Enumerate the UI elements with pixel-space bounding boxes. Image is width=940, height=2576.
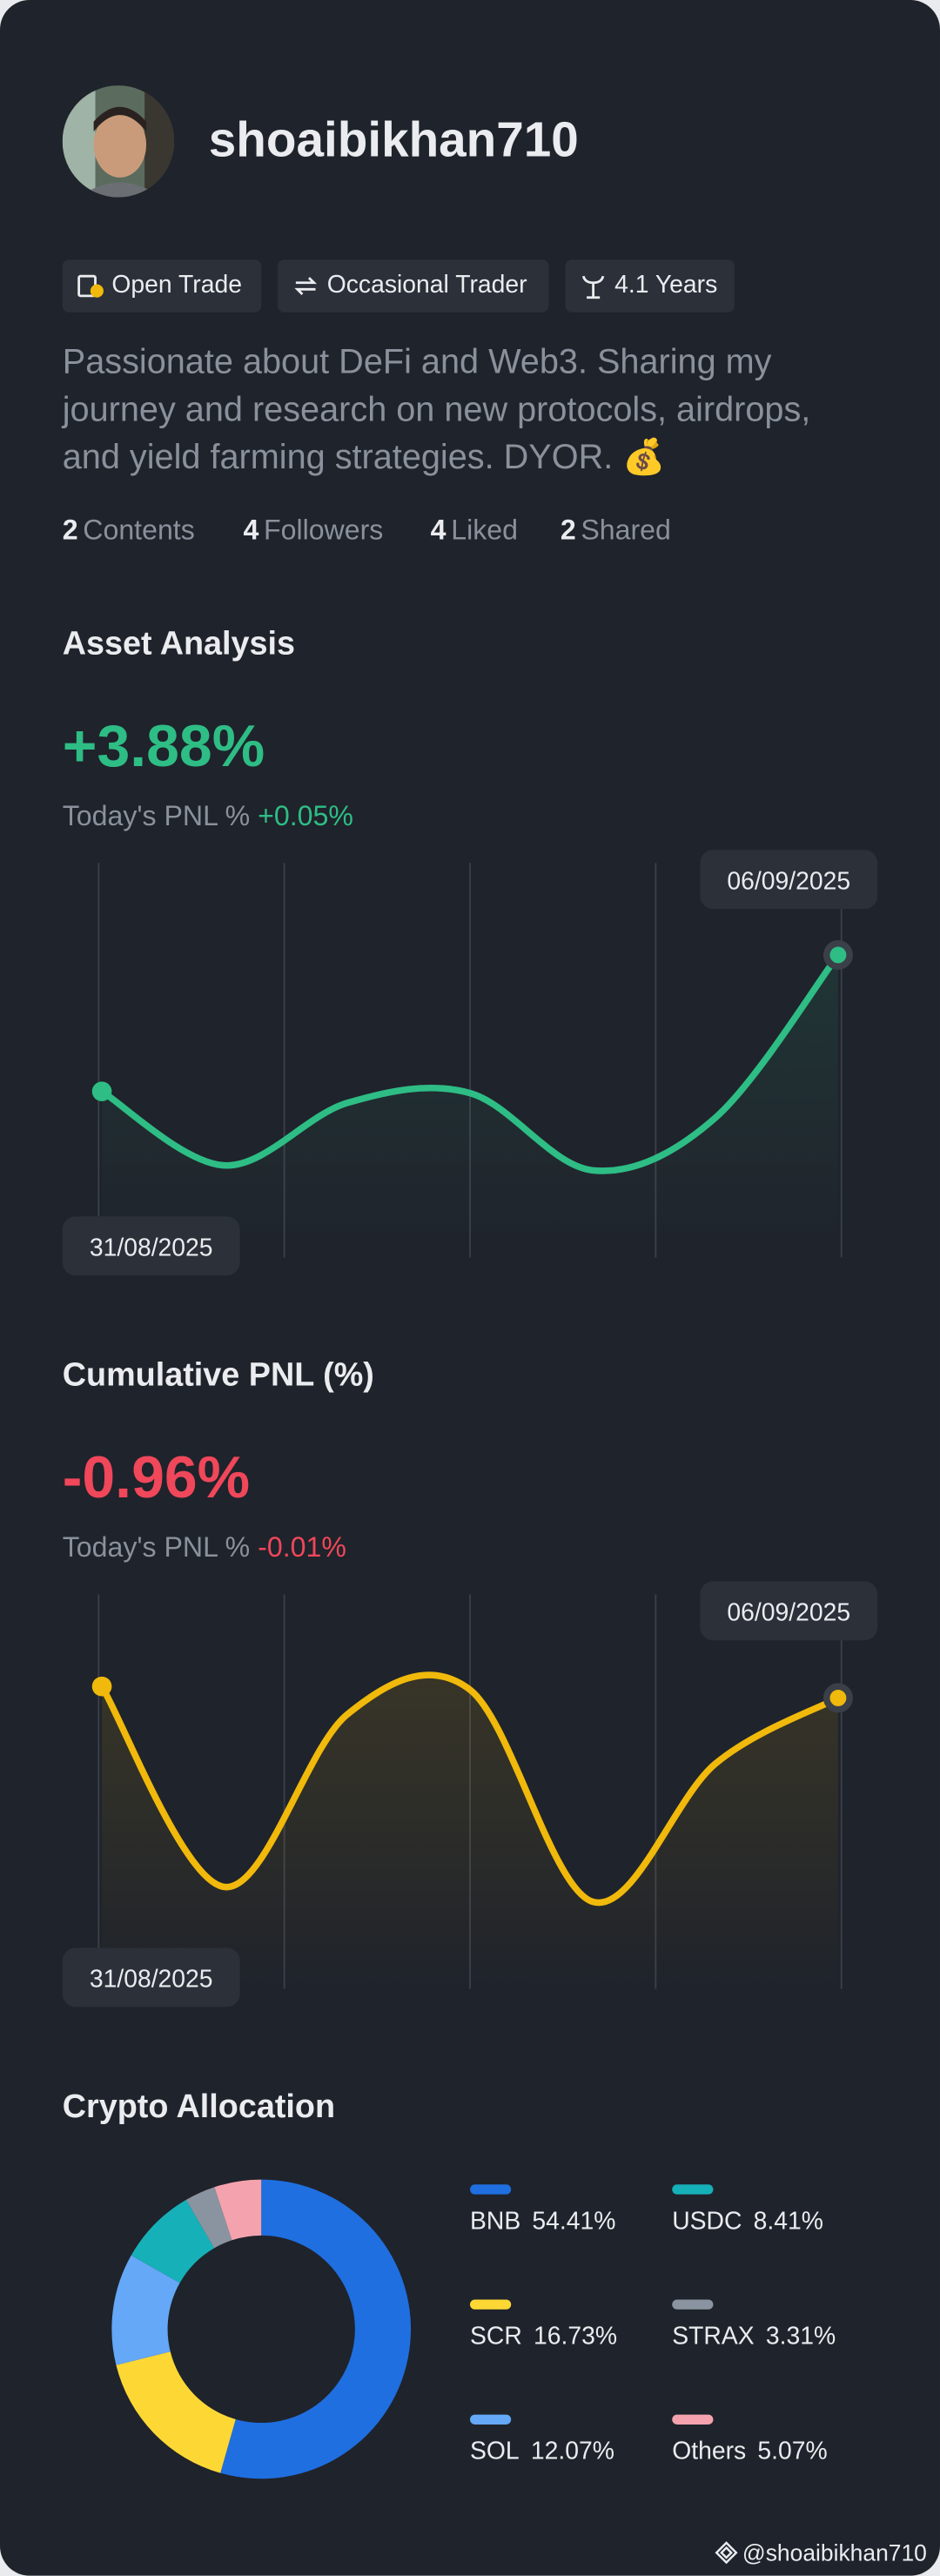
avatar[interactable]: [62, 85, 175, 198]
stat-value: 4: [430, 514, 446, 546]
area: [102, 954, 838, 1258]
pnl-label: Today's PNL %: [62, 800, 251, 832]
date-bubble: [62, 1216, 240, 1276]
legend-swatch: [469, 2414, 512, 2425]
legend-swatch: [672, 2184, 714, 2195]
legend-name: SOL: [470, 2438, 520, 2465]
legend-label: SCR 16.73%: [470, 2322, 617, 2350]
stat[interactable]: 2 Contents: [63, 515, 195, 548]
legend-name: SCR: [470, 2322, 522, 2350]
legend-value: 5.07%: [757, 2438, 827, 2465]
watermark-text: @shoaibikhan710: [742, 2539, 927, 2566]
date-label: 31/08/2025: [90, 1234, 213, 1262]
legend-swatch: [469, 2299, 512, 2310]
donut-segment: [220, 2179, 412, 2479]
stat-value: 4: [243, 514, 259, 546]
legend-name: Others: [672, 2438, 746, 2465]
legend-label: STRAX 3.31%: [672, 2322, 836, 2350]
tag: 4.1 Years: [565, 259, 735, 313]
stat-label: Liked: [451, 514, 518, 546]
section-title: Asset Analysis: [62, 626, 296, 662]
asset-value: +3.88%: [62, 711, 265, 779]
pnl-value: +0.05%: [258, 800, 353, 832]
pnl-value: -0.01%: [258, 1531, 346, 1564]
bio: Passionate about DeFi and Web3. Sharing …: [62, 343, 811, 477]
tag: Occasional Trader: [278, 259, 549, 313]
legend-label: SOL 12.07%: [470, 2438, 614, 2465]
legend-name: STRAX: [672, 2322, 755, 2350]
legend-value: 54.41%: [532, 2207, 615, 2235]
username: shoaibikhan710: [208, 113, 579, 168]
date-bubble: [700, 850, 878, 910]
legend-label: BNB 54.41%: [470, 2207, 615, 2235]
tag-label: Occasional Trader: [326, 271, 527, 299]
date-bubble: [62, 1947, 240, 2008]
stat-value: 2: [62, 514, 78, 546]
donut-segment: [116, 2351, 236, 2473]
date-bubble: [700, 1581, 878, 1641]
tag-icon: [581, 275, 605, 299]
legend-name: USDC: [672, 2207, 742, 2235]
pnl: Today's PNL % +0.05%: [63, 801, 353, 834]
legend-name: BNB: [470, 2207, 520, 2235]
watermark-icon: [714, 2541, 738, 2565]
legend-label: USDC 8.41%: [672, 2207, 823, 2235]
line: [98, 952, 842, 1174]
tag: Open Trade: [62, 259, 262, 313]
point: [91, 1081, 112, 1102]
legend-value: 8.41%: [754, 2207, 823, 2235]
date-label: 31/08/2025: [90, 1966, 213, 1994]
stat-label: Contents: [83, 514, 195, 546]
donut-segment: [131, 2199, 215, 2283]
tag-icon: [77, 274, 104, 298]
stat[interactable]: 4 Followers: [243, 515, 383, 548]
tag-label: 4.1 Years: [614, 271, 718, 299]
area: [102, 1674, 838, 1989]
legend-value: 16.73%: [534, 2322, 617, 2350]
pnl-label: Today's PNL %: [62, 1531, 251, 1564]
stat[interactable]: 2 Shared: [561, 515, 671, 548]
section-title: Cumulative PNL (%): [62, 1357, 374, 1395]
tag-label: Open Trade: [111, 271, 242, 299]
stat-label: Followers: [263, 514, 384, 546]
tag-icon: [294, 277, 318, 295]
stat-value: 2: [560, 514, 576, 546]
line: [98, 1671, 842, 1907]
legend-swatch: [469, 2184, 512, 2195]
legend-swatch: [672, 2299, 714, 2310]
date-label: 06/09/2025: [727, 867, 850, 895]
point: [91, 1676, 112, 1697]
stat[interactable]: 4 Liked: [431, 515, 518, 548]
legend-value: 3.31%: [766, 2322, 836, 2350]
donut-segment: [214, 2179, 262, 2241]
section-title: Crypto Allocation: [62, 2088, 336, 2126]
legend-label: Others 5.07%: [672, 2438, 827, 2465]
point: [822, 939, 853, 970]
cumulative-value: -0.96%: [62, 1443, 251, 1511]
legend-swatch: [672, 2414, 714, 2425]
point: [822, 1683, 853, 1713]
watermark: @shoaibikhan710: [714, 2539, 927, 2566]
pnl: Today's PNL % -0.01%: [63, 1532, 346, 1565]
date-label: 06/09/2025: [727, 1599, 850, 1627]
stat-label: Shared: [581, 514, 671, 546]
legend-value: 12.07%: [531, 2438, 614, 2465]
donut-segment: [185, 2187, 232, 2249]
donut-segment: [111, 2255, 180, 2365]
